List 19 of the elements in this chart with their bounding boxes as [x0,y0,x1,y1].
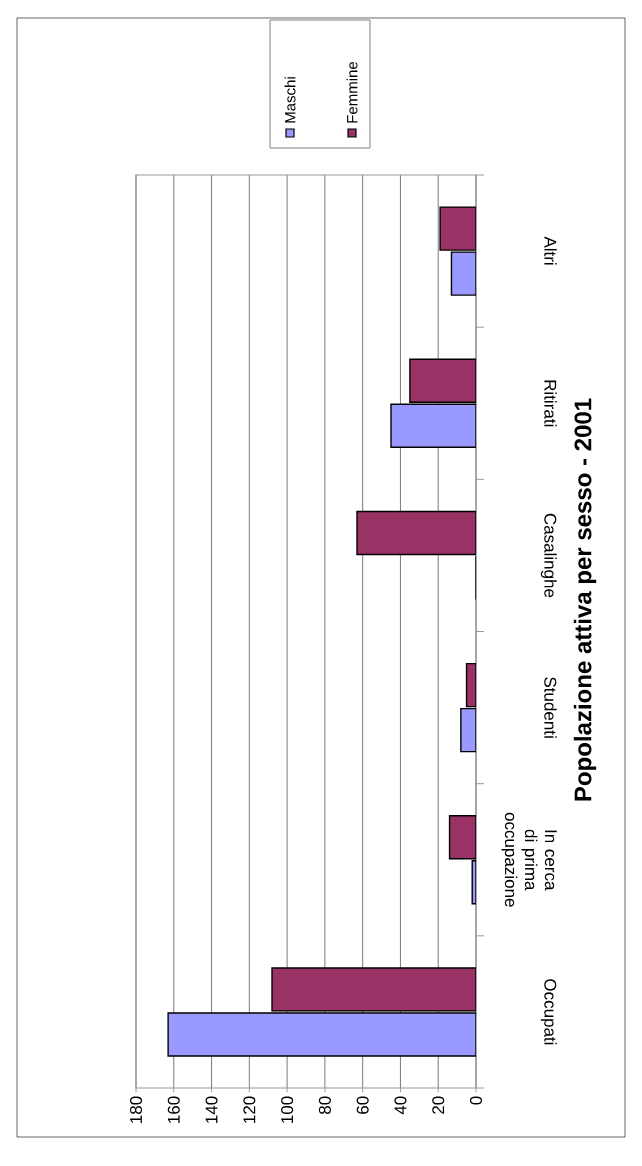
x-tick-label: 180 [129,1096,143,1123]
x-tick-label: 140 [205,1096,218,1123]
y-tick-label: Occupati [540,979,557,1045]
x-tick-label: 80 [318,1096,331,1114]
x-tick-label: 40 [394,1096,407,1115]
text: Maschi [284,77,296,123]
y-tick-label: Studenti [544,677,557,738]
text: Popolazione attiva per sesso - 2001 [573,398,597,801]
x-tick-label: 0 [469,1096,483,1105]
x-tick-label: 20 [432,1096,445,1114]
y-tick-label: In cerca di prima occupazione [501,812,557,907]
y-tick-label: Altri [544,236,557,265]
x-tick-label: 120 [243,1096,256,1123]
x-tick-label: 60 [356,1096,369,1114]
x-tick-label: 160 [167,1096,180,1123]
text: Femmine [346,61,358,123]
x-tick-label: 100 [281,1096,294,1123]
y-tick-label: Casalinghe [540,513,557,598]
y-tick-label: Ritirati [544,380,557,427]
